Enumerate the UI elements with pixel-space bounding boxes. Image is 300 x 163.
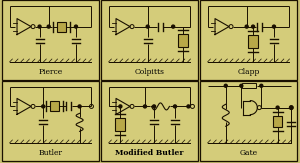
Bar — [50, 101, 58, 111]
Circle shape — [74, 25, 77, 28]
Bar — [116, 118, 125, 131]
Circle shape — [172, 25, 175, 28]
Bar — [101, 0, 198, 80]
Circle shape — [173, 105, 176, 108]
Circle shape — [38, 25, 41, 28]
Text: Clapp: Clapp — [237, 68, 260, 76]
Bar — [248, 35, 258, 48]
Circle shape — [119, 105, 122, 108]
Circle shape — [272, 25, 275, 28]
Bar — [200, 0, 297, 80]
Circle shape — [78, 105, 81, 108]
Circle shape — [47, 25, 50, 28]
Text: Gate: Gate — [239, 149, 258, 157]
Circle shape — [276, 106, 279, 109]
Circle shape — [143, 105, 146, 108]
Bar — [178, 34, 188, 47]
Bar — [2, 81, 99, 161]
Circle shape — [42, 105, 45, 108]
Circle shape — [153, 105, 156, 108]
Bar — [273, 116, 282, 127]
Circle shape — [224, 84, 227, 87]
Bar — [242, 83, 256, 88]
Bar — [2, 0, 99, 80]
Text: Modified Butler: Modified Butler — [115, 149, 184, 157]
Circle shape — [260, 84, 263, 87]
Circle shape — [187, 105, 190, 108]
Text: Butler: Butler — [38, 149, 62, 157]
Circle shape — [252, 25, 255, 28]
Text: Colpitts: Colpitts — [134, 68, 164, 76]
Circle shape — [146, 25, 149, 28]
Bar — [57, 22, 66, 32]
Circle shape — [245, 25, 248, 28]
Text: Pierce: Pierce — [38, 68, 63, 76]
Bar — [200, 81, 297, 161]
Bar — [101, 81, 198, 161]
Circle shape — [290, 106, 293, 109]
Circle shape — [240, 84, 243, 87]
